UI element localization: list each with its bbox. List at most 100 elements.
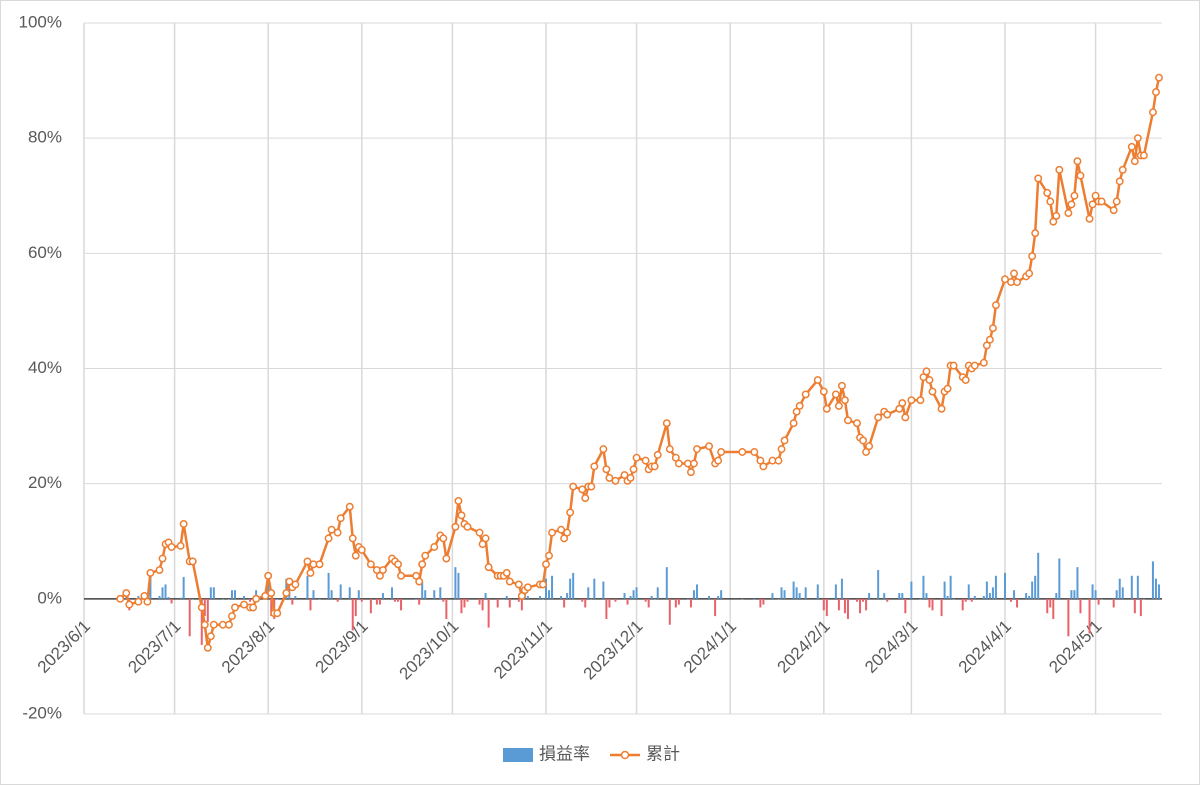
bar: [454, 567, 457, 599]
bar: [593, 578, 596, 599]
y-tick-label: -20%: [22, 703, 62, 722]
bar: [391, 587, 393, 599]
line-marker: [865, 442, 874, 451]
bar: [1067, 598, 1070, 637]
line-marker: [231, 603, 239, 612]
bar: [538, 595, 541, 599]
bar: [991, 587, 994, 599]
bar: [753, 598, 756, 600]
bar: [424, 590, 427, 599]
bar: [520, 598, 523, 611]
bar: [545, 578, 547, 599]
line-marker: [988, 324, 997, 333]
line-marker: [125, 600, 134, 609]
bar: [1151, 561, 1154, 599]
line-marker: [898, 399, 907, 407]
line-marker: [837, 381, 846, 390]
bar: [720, 590, 723, 599]
line-marker: [901, 413, 910, 422]
line-marker: [209, 620, 218, 629]
bar: [233, 590, 236, 599]
bar: [484, 593, 487, 599]
line-marker: [1112, 197, 1121, 206]
line-marker: [155, 566, 164, 574]
line-marker: [454, 496, 463, 505]
bar: [1115, 590, 1118, 599]
line-marker: [1133, 134, 1142, 143]
line-marker: [206, 632, 215, 641]
line-marker: [502, 568, 511, 577]
line-marker: [1155, 73, 1163, 82]
line-marker: [394, 560, 402, 569]
bar: [330, 590, 333, 599]
line-marker: [1067, 200, 1076, 209]
bar: [783, 590, 786, 599]
legend-label: 損益率: [539, 744, 590, 763]
bar: [336, 598, 339, 602]
line-marker: [1028, 252, 1037, 261]
bar: [400, 598, 403, 611]
bar: [967, 584, 970, 599]
bar: [496, 598, 499, 608]
bar: [439, 587, 442, 599]
line-marker: [985, 335, 994, 344]
line-marker: [831, 390, 840, 399]
bar: [560, 595, 563, 599]
bar: [209, 587, 212, 599]
bar: [686, 598, 689, 600]
line-marker: [523, 583, 532, 592]
line-marker: [264, 571, 273, 580]
line-marker: [578, 485, 587, 494]
bar: [551, 575, 554, 599]
bar: [339, 584, 342, 599]
line-marker: [1152, 88, 1160, 97]
line-marker: [569, 482, 578, 491]
bar: [692, 590, 695, 599]
bar: [357, 590, 360, 599]
bar: [759, 598, 762, 608]
bar: [623, 593, 626, 599]
bar: [644, 598, 647, 602]
bar: [1025, 593, 1028, 599]
bar: [351, 598, 354, 631]
line-marker: [418, 560, 427, 569]
bar: [605, 598, 608, 619]
bar: [910, 581, 913, 599]
bar: [804, 587, 807, 599]
bar: [614, 598, 617, 602]
bar: [1154, 578, 1157, 599]
bar: [846, 598, 849, 619]
bar: [741, 598, 744, 600]
bar: [602, 581, 605, 599]
bar: [270, 598, 273, 617]
line-marker: [801, 390, 810, 399]
bar: [1097, 598, 1100, 605]
line-marker: [1073, 157, 1082, 166]
bar: [949, 575, 952, 599]
bar: [635, 587, 638, 599]
bar: [415, 598, 418, 600]
bar: [840, 578, 843, 599]
bar: [777, 598, 780, 600]
bar: [548, 590, 551, 599]
line-marker: [717, 448, 726, 456]
line-marker: [475, 528, 484, 537]
bar: [378, 598, 381, 605]
line-marker: [795, 401, 804, 410]
bar: [1003, 572, 1006, 599]
bar: [294, 595, 297, 599]
bar: [1130, 575, 1133, 599]
bar: [487, 598, 490, 628]
line-marker: [303, 557, 312, 566]
bar: [466, 598, 469, 602]
line-marker: [916, 396, 925, 405]
line-marker: [834, 401, 843, 410]
line-marker: [545, 551, 553, 560]
line-marker: [641, 456, 650, 465]
line-marker: [176, 541, 185, 550]
line-marker: [883, 410, 892, 419]
bar: [653, 598, 656, 600]
line-marker: [267, 589, 276, 598]
line-marker: [590, 462, 599, 471]
